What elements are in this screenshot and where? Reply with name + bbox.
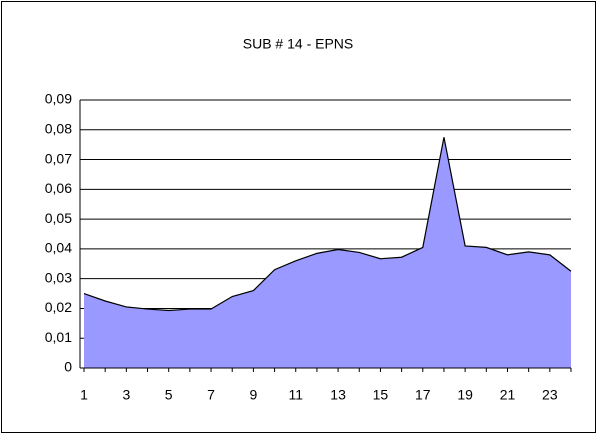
x-tick-label: 9 (249, 387, 257, 403)
x-tick-label: 23 (542, 387, 558, 403)
chart-title: SUB # 14 - EPNS (243, 36, 354, 52)
y-tick-label: 0,04 (45, 240, 72, 256)
area-line (83, 137, 572, 312)
x-tick-label: 11 (288, 387, 303, 403)
x-tick-label: 1 (80, 387, 88, 403)
y-tick-label: 0,05 (45, 210, 72, 226)
x-tick-label: 3 (122, 387, 130, 403)
x-tick-label: 21 (500, 387, 516, 403)
x-tick-label: 19 (457, 387, 473, 403)
y-tick-label: 0,07 (45, 150, 72, 166)
y-tick-label: 0,09 (45, 91, 72, 107)
x-tick-label: 13 (330, 387, 346, 403)
x-tick-label: 5 (165, 387, 173, 403)
y-tick-label: 0,06 (45, 180, 72, 196)
y-tick-label: 0 (64, 359, 72, 375)
y-tick-label: 0,08 (45, 120, 72, 136)
x-tick-label: 17 (415, 387, 431, 403)
x-tick-label: 15 (373, 387, 389, 403)
y-tick-label: 0,02 (45, 299, 72, 315)
x-tick-label: 7 (207, 387, 215, 403)
y-tick-label: 0,01 (45, 329, 72, 345)
area (84, 137, 571, 368)
y-tick-label: 0,03 (45, 269, 72, 285)
